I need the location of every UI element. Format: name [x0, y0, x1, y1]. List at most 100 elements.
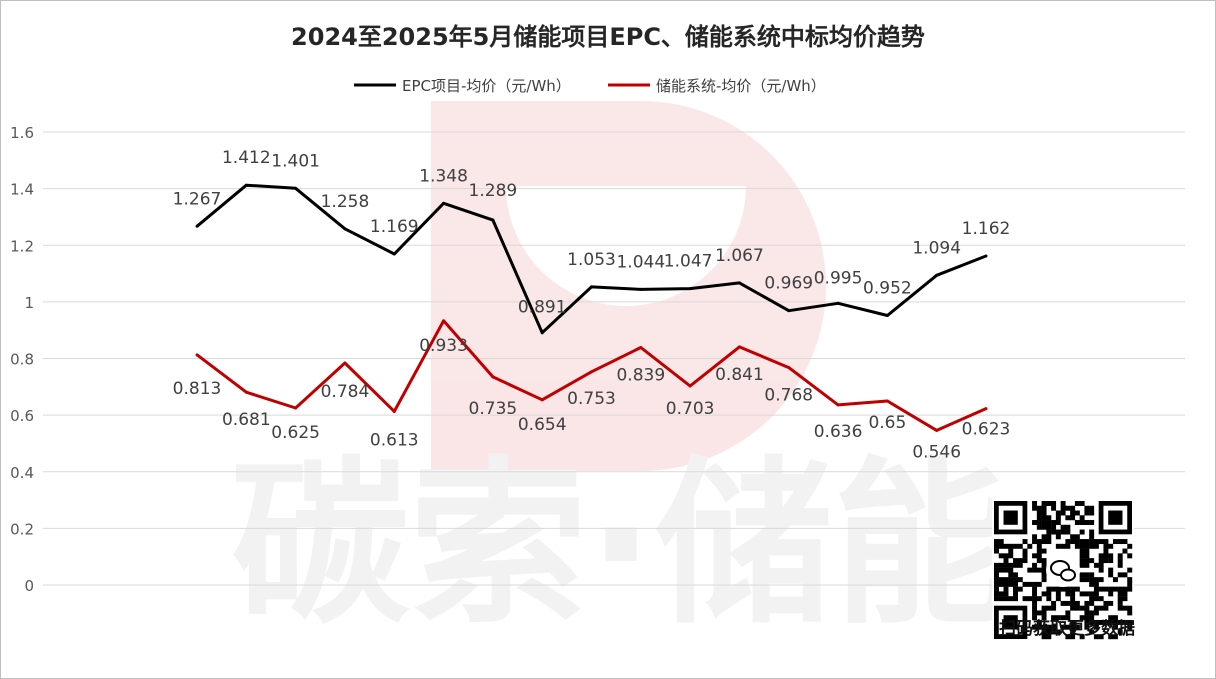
data-point: [392, 409, 396, 413]
qr-module: [1089, 615, 1095, 621]
qr-module: [1022, 539, 1028, 545]
qr-module: [1079, 520, 1085, 525]
qr-module: [1003, 591, 1009, 597]
qr-module: [1008, 577, 1014, 583]
qr-finder-core: [1003, 615, 1018, 630]
qr-module: [1017, 586, 1023, 592]
qr-module: [1122, 596, 1128, 602]
qr-module: [1089, 520, 1095, 525]
qr-module: [1093, 634, 1099, 640]
qr-module: [1122, 619, 1128, 625]
qr-module: [1070, 510, 1076, 516]
qr-module: [1084, 562, 1090, 568]
qr-module: [1098, 634, 1104, 640]
data-label: 1.047: [664, 252, 713, 272]
qr-module: [1084, 539, 1090, 545]
qr-module: [1089, 539, 1095, 545]
qr-module: [1065, 634, 1071, 640]
qr-module: [1089, 600, 1095, 606]
qr-module: [1117, 553, 1123, 559]
qr-module: [1046, 539, 1052, 545]
data-point: [590, 370, 593, 374]
qr-module: [1041, 524, 1047, 530]
qr-code: [992, 499, 1134, 641]
qr-module: [1055, 515, 1061, 521]
gridlines: [43, 131, 1185, 586]
qr-module: [1032, 534, 1038, 540]
qr-module: [1036, 543, 1042, 549]
qr-module: [1032, 624, 1038, 630]
qr-module: [1046, 605, 1052, 611]
qr-module: [1060, 505, 1066, 511]
qr-module: [1013, 562, 1018, 568]
qr-module: [1041, 605, 1047, 611]
qr-module: [1112, 539, 1118, 545]
qr-module: [1041, 520, 1047, 525]
qr-module: [1089, 572, 1095, 578]
qr-module: [1041, 591, 1047, 597]
qr-module: [1112, 619, 1118, 625]
qr-module: [1089, 505, 1095, 511]
qr-module: [1103, 553, 1109, 559]
qr-module: [1032, 505, 1038, 511]
data-point: [688, 384, 692, 388]
watermark-text: 碳索·储能: [231, 441, 1011, 648]
data-label: 0.613: [370, 430, 419, 450]
y-tick-label: 0: [24, 577, 34, 595]
data-label: 1.044: [616, 252, 665, 272]
data-label: 0.65: [868, 413, 906, 433]
y-tick-label: 1.2: [10, 237, 34, 255]
qr-module: [1013, 581, 1018, 587]
data-label: 0.995: [814, 268, 863, 288]
qr-module: [1098, 605, 1104, 611]
qr-module: [1127, 581, 1133, 587]
qr-module: [1036, 515, 1042, 521]
qr-module: [1093, 605, 1099, 611]
qr-module: [998, 591, 1004, 597]
y-tick-label: 0.2: [10, 520, 34, 538]
qr-module: [1055, 586, 1061, 592]
data-label: 0.636: [814, 422, 863, 442]
qr-module: [1112, 577, 1118, 583]
legend-label-epc: EPC项目-均价（元/Wh）: [402, 77, 571, 95]
qr-module: [1084, 591, 1090, 597]
qr-module: [1103, 619, 1109, 625]
qr-module: [1089, 558, 1095, 564]
qr-module: [1084, 558, 1090, 564]
qr-module: [1127, 586, 1133, 592]
qr-module: [1084, 510, 1090, 516]
qr-module: [998, 577, 1004, 583]
qr-module: [1041, 615, 1047, 621]
data-point: [392, 252, 396, 256]
qr-module: [1084, 553, 1090, 559]
watermark-logo: [431, 101, 826, 471]
qr-module: [1108, 553, 1114, 559]
qr-module: [1127, 624, 1133, 630]
qr-module: [1032, 605, 1038, 611]
qr-module: [994, 548, 999, 554]
qr-module: [1041, 515, 1047, 521]
qr-module: [1032, 581, 1038, 587]
qr-module: [1055, 543, 1061, 549]
qr-module: [1032, 610, 1038, 616]
qr-module: [1032, 586, 1038, 592]
qr-module: [1065, 586, 1071, 592]
data-label: 0.735: [469, 399, 518, 419]
data-label: 1.289: [469, 181, 518, 201]
qr-module: [1003, 581, 1009, 587]
qr-module: [1117, 572, 1123, 578]
qr-module: [1070, 505, 1076, 511]
qr-module: [1055, 591, 1061, 597]
qr-module: [1108, 543, 1114, 549]
qr-module: [1084, 577, 1090, 583]
qr-module: [1041, 534, 1047, 540]
qr-module: [1065, 539, 1071, 545]
qr-module: [1093, 596, 1099, 602]
qr-module: [1074, 534, 1080, 540]
qr-module: [1065, 515, 1071, 521]
data-point: [836, 403, 840, 407]
qr-module: [1060, 529, 1066, 535]
